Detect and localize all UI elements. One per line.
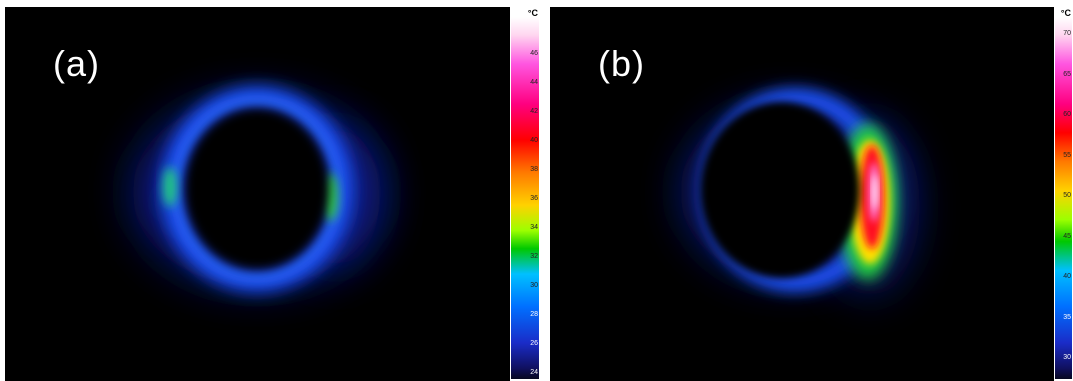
scale-gradient-a (511, 17, 539, 379)
scale-tick: 38 (530, 166, 538, 173)
scale-tick: 50 (1063, 192, 1071, 199)
scale-tick: 65 (1063, 70, 1071, 78)
scale-tick: 40 (530, 137, 538, 144)
thermal-ring-a (132, 86, 382, 292)
thermal-ring-b (680, 88, 920, 297)
scale-tick: 40 (1063, 273, 1071, 280)
scale-tick: 28 (530, 311, 538, 318)
scale-tick: 26 (530, 340, 538, 347)
scale-gradient-b (1055, 17, 1072, 379)
scale-unit-b: °C (1060, 8, 1071, 18)
scale-tick: 24 (530, 369, 538, 376)
color-scale-a: °C 46 44 42 40 38 36 34 32 30 28 26 24 (510, 7, 540, 381)
scale-tick: 32 (530, 253, 538, 260)
thermal-image-a: (a) °C 46 44 42 40 38 36 34 32 30 28 26 24 (5, 7, 540, 381)
scale-tick: 36 (530, 195, 538, 202)
scale-tick: 55 (1063, 151, 1071, 159)
panel-label-a: (a) (53, 43, 100, 84)
scale-tick: 30 (1063, 354, 1071, 361)
scale-tick: 44 (530, 79, 538, 86)
thermal-image-b: (b) °C 70 65 60 55 50 45 40 35 30 (550, 7, 1073, 381)
scale-tick: 60 (1063, 111, 1071, 118)
scale-tick: 45 (1063, 232, 1071, 240)
scale-unit-a: °C (527, 8, 538, 18)
scale-tick: 46 (530, 50, 538, 57)
scale-tick: 70 (1063, 30, 1071, 37)
scale-tick: 34 (530, 224, 538, 231)
panel-label-b: (b) (598, 43, 645, 84)
scale-tick: 30 (530, 282, 538, 289)
scale-tick: 35 (1063, 313, 1071, 321)
color-scale-b: °C 70 65 60 55 50 45 40 35 30 (1054, 7, 1073, 381)
scale-tick: 42 (530, 108, 538, 115)
